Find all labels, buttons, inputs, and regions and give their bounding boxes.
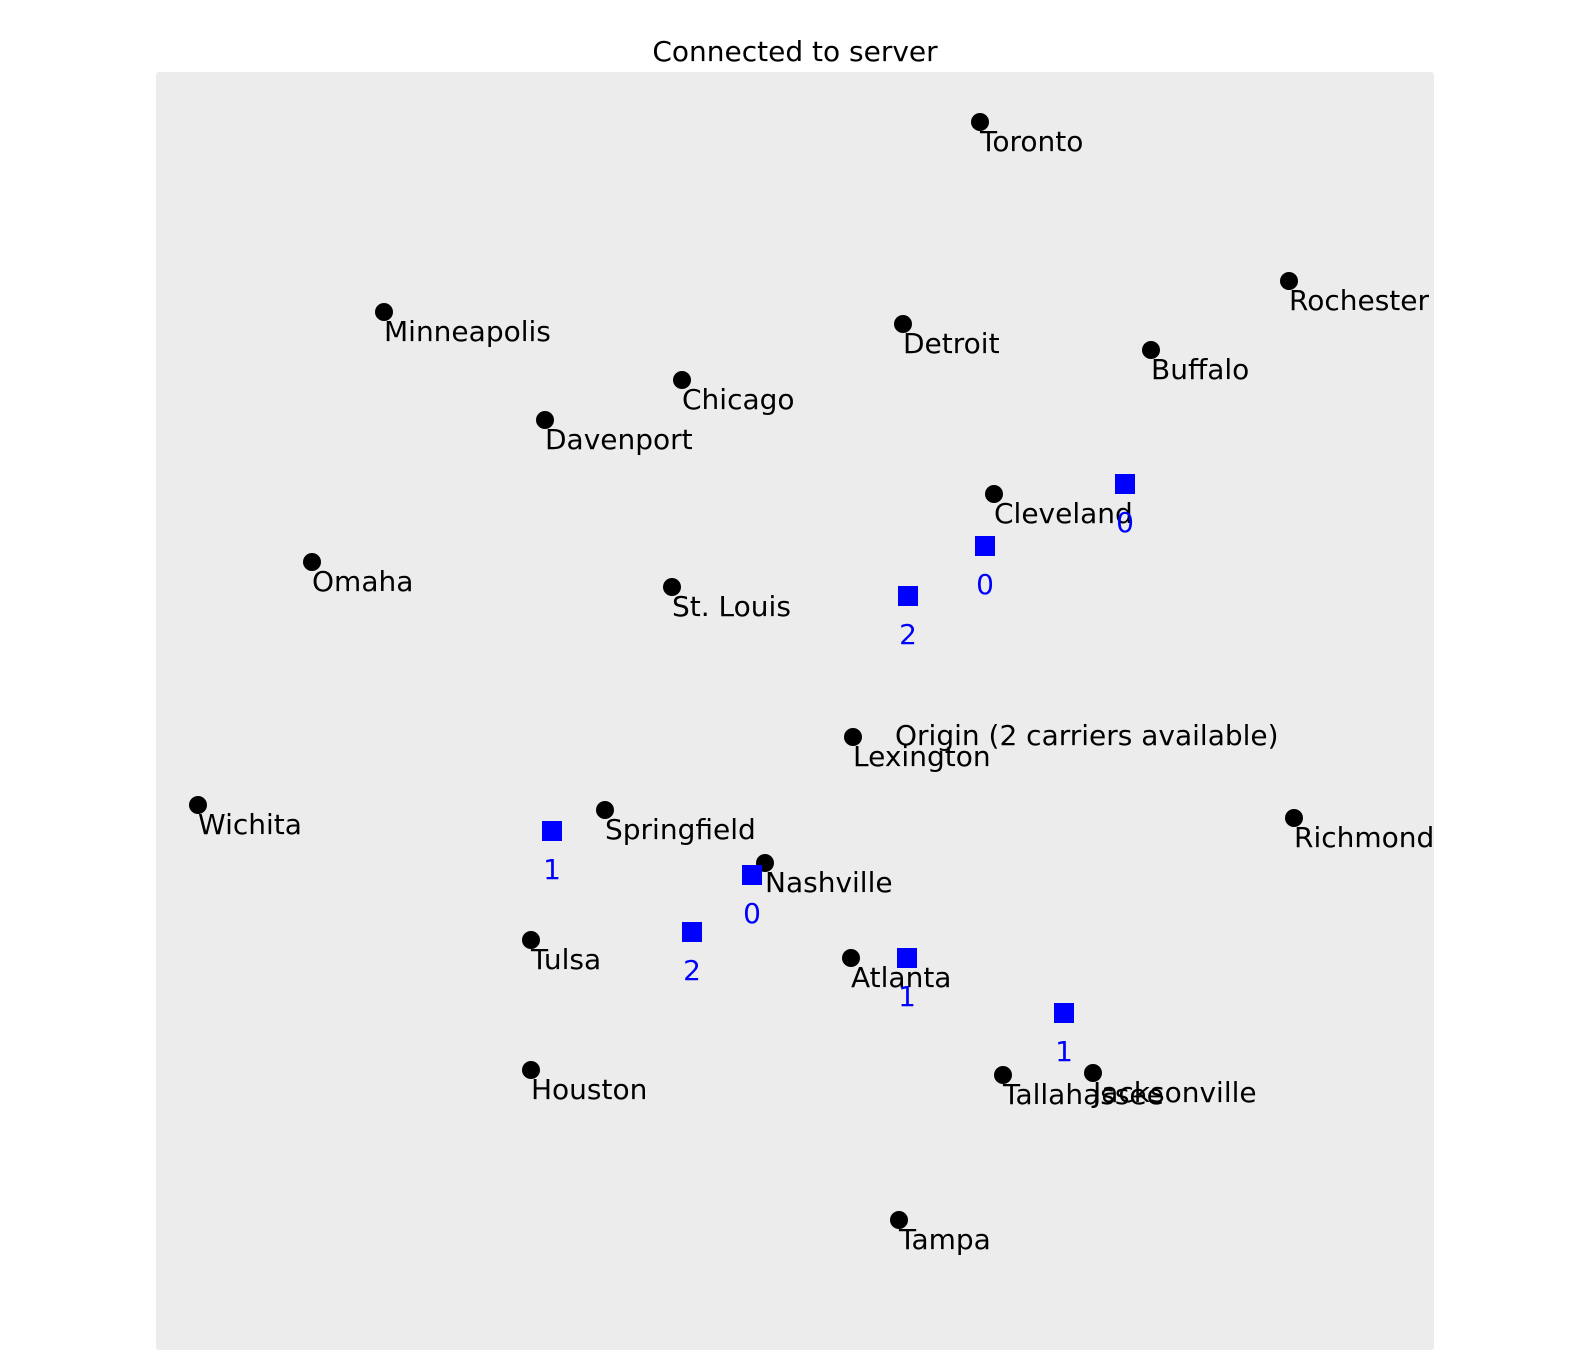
carrier-id-label: 1 — [1055, 1035, 1073, 1068]
carrier-marker[interactable] — [1115, 474, 1135, 494]
carrier-marker[interactable] — [542, 821, 562, 841]
city-marker[interactable] — [994, 1066, 1012, 1084]
city-marker[interactable] — [1142, 341, 1160, 359]
carrier-id-label: 2 — [899, 618, 917, 651]
city-marker[interactable] — [303, 553, 321, 571]
origin-label: Origin (2 carriers available) — [895, 719, 1279, 752]
city-label: Tulsa — [531, 943, 602, 976]
carrier-marker[interactable] — [742, 865, 762, 885]
carrier-id-label: 0 — [1116, 506, 1134, 539]
city-label: Buffalo — [1151, 353, 1250, 386]
carrier-marker[interactable] — [682, 922, 702, 942]
city-marker[interactable] — [673, 371, 691, 389]
city-marker[interactable] — [536, 411, 554, 429]
city-marker[interactable] — [971, 113, 989, 131]
map-labels: Toronto Rochester Minneapolis Detroit Buffal… — [156, 72, 1434, 1350]
city-marker[interactable] — [1084, 1064, 1102, 1082]
city-marker[interactable] — [596, 801, 614, 819]
carrier-marker[interactable] — [1054, 1003, 1074, 1023]
city-marker[interactable] — [663, 578, 681, 596]
connection-status-title: Connected to server — [652, 35, 938, 68]
carrier-id-label: 1 — [543, 853, 561, 886]
city-marker[interactable] — [189, 796, 207, 814]
city-label: Jacksonville — [1093, 1076, 1257, 1109]
city-marker[interactable] — [522, 931, 540, 949]
city-marker[interactable] — [842, 949, 860, 967]
city-label: Richmond — [1294, 821, 1435, 854]
city-label: Omaha — [312, 565, 414, 598]
city-marker[interactable] — [985, 485, 1003, 503]
city-label: Lexington — [853, 740, 991, 773]
carrier-id-label: 0 — [976, 568, 994, 601]
city-label: Detroit — [903, 327, 1000, 360]
carrier-marker[interactable] — [897, 948, 917, 968]
carrier-id-label: 0 — [743, 897, 761, 930]
map-panel[interactable]: Toronto Rochester Minneapolis Detroit Buffal… — [156, 72, 1434, 1350]
map-marks — [189, 113, 1303, 1229]
carrier-marker[interactable] — [975, 536, 995, 556]
carrier-marker[interactable] — [898, 586, 918, 606]
city-label: Rochester — [1289, 284, 1429, 317]
city-label: Springfield — [605, 813, 756, 846]
city-marker[interactable] — [522, 1061, 540, 1079]
city-label: Chicago — [682, 383, 795, 416]
city-label: Cleveland — [994, 497, 1133, 530]
city-label: Toronto — [980, 125, 1084, 158]
city-marker[interactable] — [890, 1211, 908, 1229]
city-label: St. Louis — [672, 590, 791, 623]
city-label: Tallahassee — [1003, 1078, 1164, 1111]
city-label: Houston — [531, 1073, 648, 1106]
city-marker[interactable] — [894, 315, 912, 333]
city-label: Tampa — [899, 1223, 991, 1256]
city-marker[interactable] — [375, 303, 393, 321]
city-label: Atlanta — [851, 961, 952, 994]
city-marker[interactable] — [844, 728, 862, 746]
city-marker[interactable] — [1280, 272, 1298, 290]
city-label: Nashville — [765, 866, 893, 899]
carrier-id-label: 2 — [683, 954, 701, 987]
city-label: Davenport — [545, 423, 693, 456]
city-label: Minneapolis — [384, 315, 551, 348]
city-marker[interactable] — [1285, 809, 1303, 827]
carrier-id-label: 1 — [898, 980, 916, 1013]
city-label: Wichita — [198, 808, 302, 841]
